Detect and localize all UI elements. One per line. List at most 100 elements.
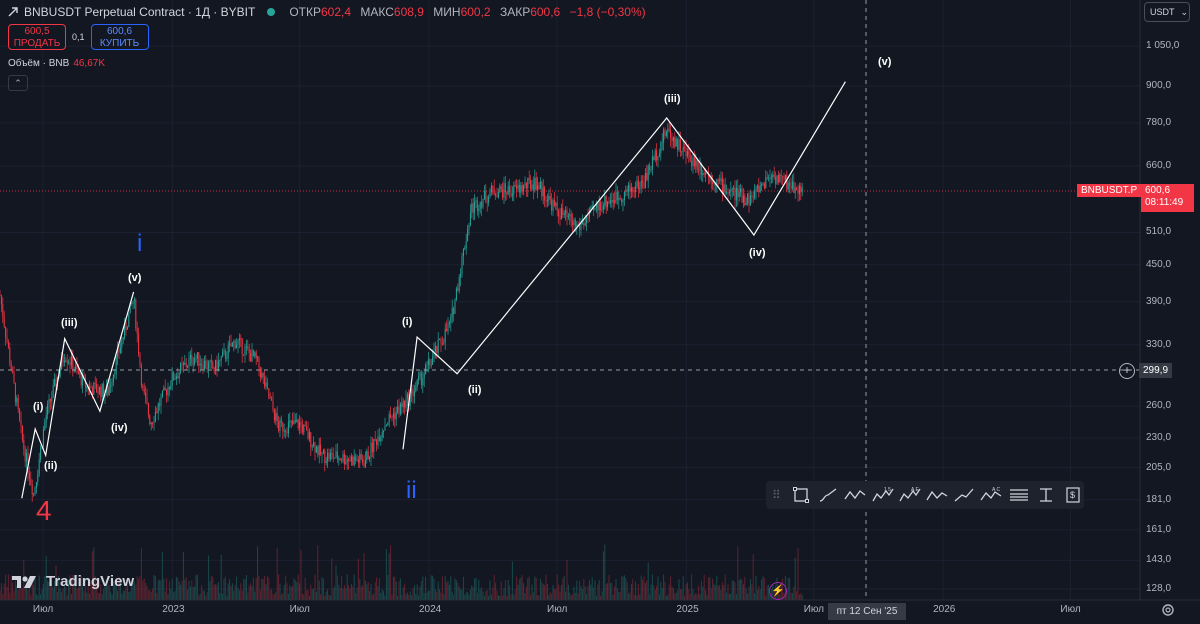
ohlc-values: ОТКР602,4 МАКС608,9 МИН600,2 ЗАКР600,6 −…	[289, 5, 646, 19]
candle-body	[527, 177, 529, 189]
volume-bar	[266, 576, 268, 600]
brush-icon[interactable]	[817, 484, 839, 506]
candle-body	[496, 196, 498, 198]
collapse-legend-button[interactable]: ⌃	[8, 75, 28, 91]
candle-body	[359, 453, 361, 463]
volume-bar	[524, 593, 526, 600]
candle-body	[553, 200, 555, 206]
volume-bar	[170, 589, 172, 600]
candle-body	[381, 432, 383, 437]
elliott-wave-1-line[interactable]	[21, 291, 135, 499]
elliott-impulse-icon[interactable]: 1 5	[872, 484, 894, 506]
volume-bar	[191, 580, 193, 600]
candle-body	[630, 187, 632, 192]
candle-body	[174, 379, 176, 381]
volume-bar	[374, 582, 376, 600]
candle-body	[0, 295, 2, 305]
fib-retracement-icon[interactable]	[1007, 484, 1029, 506]
volume-bar	[287, 593, 289, 600]
candle-body	[735, 187, 737, 201]
volume-bar	[167, 593, 169, 600]
candle-body	[633, 191, 635, 193]
buy-button[interactable]: 600,6 КУПИТЬ	[90, 24, 149, 50]
volume-bar	[278, 574, 280, 600]
candle-body	[460, 274, 462, 278]
volume-bar	[481, 587, 483, 600]
volume-bar	[247, 592, 249, 600]
volume-bar	[415, 594, 417, 600]
volume-bar	[251, 585, 253, 600]
volume-bar	[20, 579, 22, 600]
volume-bar	[66, 595, 68, 600]
candle-body	[163, 387, 165, 391]
volume-bar	[329, 595, 331, 600]
volume-bar	[199, 593, 201, 600]
volume-bar	[301, 593, 303, 600]
gear-icon[interactable]	[1161, 603, 1175, 617]
volume-bar	[460, 589, 462, 600]
elliott-correction-icon[interactable]: A E	[899, 484, 921, 506]
elliott-triangle-icon[interactable]	[926, 484, 948, 506]
volume-bar	[618, 592, 620, 600]
candle-body	[251, 350, 253, 362]
candle-body	[612, 199, 614, 203]
volume-bar	[555, 589, 557, 600]
volume-bar	[499, 595, 501, 600]
volume-bar	[37, 595, 39, 600]
candle-body	[383, 430, 385, 433]
tradingview-logo[interactable]: TradingView	[12, 573, 134, 590]
candle-body	[629, 184, 631, 192]
candle-body	[677, 138, 679, 150]
volume-bar	[801, 595, 803, 600]
candle-body	[563, 213, 565, 215]
trade-buttons: 600,5 ПРОДАТЬ 0,1 600,6 КУПИТЬ	[8, 24, 149, 50]
elliott-wave-2-line[interactable]	[402, 81, 846, 450]
volume-bar	[322, 578, 324, 600]
volume-bar	[689, 593, 691, 600]
currency-selector[interactable]: USDT ⌄	[1144, 2, 1190, 22]
candle-body	[227, 344, 229, 359]
elliott-triple-combo-icon[interactable]: A C	[980, 484, 1002, 506]
volume-bar	[735, 593, 737, 600]
candle-body	[681, 151, 683, 153]
path-icon[interactable]	[844, 484, 866, 506]
volume-bar	[709, 577, 711, 600]
candle-body	[35, 482, 37, 489]
volume-bar	[349, 588, 351, 600]
volume-bar	[437, 581, 439, 600]
volume-bar	[574, 592, 576, 600]
volume-bar	[24, 586, 26, 600]
volume-bar	[621, 576, 623, 600]
volume-bar	[97, 592, 99, 600]
candle-body	[798, 185, 800, 194]
candle-body	[308, 432, 310, 439]
volume-bar	[601, 591, 603, 600]
volume-bar	[440, 592, 442, 600]
rectangle-icon[interactable]	[790, 484, 812, 506]
candle-body	[488, 196, 490, 203]
volume-bar	[219, 592, 221, 600]
add-alert-icon[interactable]: +	[1119, 362, 1135, 379]
volume-bar	[569, 592, 571, 600]
candle-body	[285, 430, 287, 432]
candle-body	[45, 414, 47, 422]
volume-bar	[171, 579, 173, 600]
volume-bar	[289, 585, 291, 600]
candle-body	[293, 420, 295, 425]
candle-body	[271, 398, 273, 401]
candle-body	[313, 442, 315, 447]
price-range-icon[interactable]: $	[1062, 484, 1084, 506]
candle-body	[276, 413, 278, 422]
drag-handle-icon[interactable]: ⠿	[772, 488, 781, 502]
candle-body	[516, 185, 518, 189]
volume-bar	[698, 585, 700, 600]
candle-body	[615, 191, 617, 203]
lightning-icon[interactable]: ⚡	[769, 582, 787, 600]
long-position-icon[interactable]	[1035, 484, 1057, 506]
sell-button[interactable]: 600,5 ПРОДАТЬ	[8, 24, 66, 50]
candle-body	[684, 146, 686, 148]
symbol-title[interactable]: BNBUSDT Perpetual Contract · 1Д · BYBIT	[24, 5, 256, 19]
elliott-double-combo-icon[interactable]	[953, 484, 975, 506]
candle-body	[429, 359, 431, 366]
